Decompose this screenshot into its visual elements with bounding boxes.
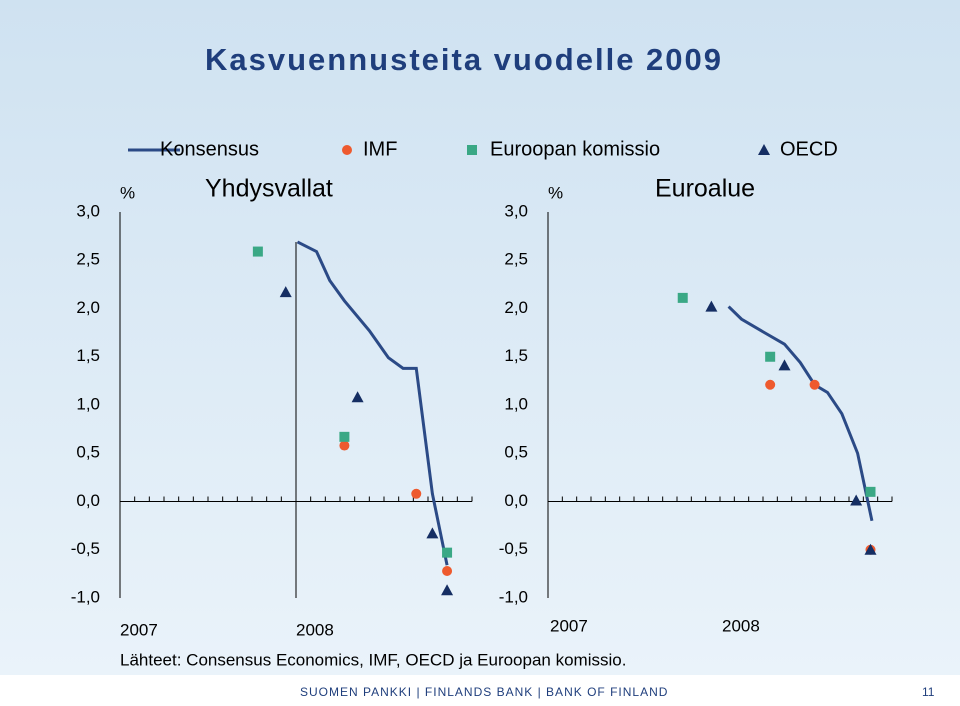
oecd-point [441, 584, 454, 596]
y-tick-label: 1,5 [76, 346, 100, 365]
oecd-point [705, 300, 718, 312]
oecd-point [850, 494, 863, 506]
ec-point [339, 431, 350, 442]
panel-ylabel: % [548, 183, 563, 202]
legend-marker [467, 145, 477, 155]
ec-point [252, 246, 263, 257]
footer: SUOMEN PANKKI | FINLANDS BANK | BANK OF … [300, 685, 668, 699]
panel-title: Yhdysvallat [205, 175, 333, 203]
imf-point [339, 440, 350, 451]
y-tick-label: 0,5 [504, 443, 528, 462]
y-tick-label: 2,5 [504, 250, 528, 269]
y-tick-label: 1,0 [76, 394, 100, 413]
y-tick-label: 0,0 [504, 491, 528, 510]
oecd-point [426, 527, 439, 539]
y-tick-label: 3,0 [504, 201, 528, 220]
slide-title: Kasvuennusteita vuodelle 2009 [205, 42, 723, 77]
y-tick-label: 0,5 [76, 443, 100, 462]
footer-band [0, 675, 960, 701]
imf-point [411, 488, 422, 499]
y-tick-label: -1,0 [71, 587, 100, 606]
ec-point [442, 547, 453, 558]
oecd-point [864, 543, 877, 555]
legend-label: Konsensus [160, 138, 259, 160]
y-tick-label: -0,5 [71, 539, 100, 558]
x-tick-label: 2007 [550, 616, 588, 635]
y-tick-label: 1,0 [504, 394, 528, 413]
ec-point [677, 292, 688, 303]
legend-label: OECD [780, 138, 838, 160]
konsensus-line [296, 240, 449, 566]
x-tick-label: 2008 [722, 616, 760, 635]
y-tick-label: 0,0 [76, 491, 100, 510]
y-tick-label: -1,0 [499, 587, 528, 606]
ec-point [865, 486, 876, 497]
oecd-point [279, 286, 292, 298]
y-tick-label: 2,0 [504, 298, 528, 317]
konsensus-line [727, 305, 874, 522]
panel-ylabel: % [120, 183, 135, 202]
legend-label: IMF [363, 138, 397, 160]
oecd-point [778, 359, 791, 371]
source: Lähteet: Consensus Economics, IMF, OECD … [120, 650, 626, 669]
y-tick-label: 1,5 [504, 346, 528, 365]
x-tick-label: 2008 [296, 620, 334, 639]
legend-marker [342, 145, 352, 155]
page-number: 11 [922, 685, 935, 699]
imf-point [765, 379, 776, 390]
imf-point [809, 379, 820, 390]
y-tick-label: 3,0 [76, 201, 100, 220]
imf-point [442, 565, 453, 576]
legend-label: Euroopan komissio [490, 138, 660, 160]
panel-title: Euroalue [655, 175, 755, 203]
y-tick-label: -0,5 [499, 539, 528, 558]
x-tick-label: 2007 [120, 620, 158, 639]
y-tick-label: 2,5 [76, 250, 100, 269]
legend-marker [758, 144, 770, 155]
background [0, 0, 960, 675]
oecd-point [351, 391, 364, 403]
y-tick-label: 2,0 [76, 298, 100, 317]
ec-point [765, 351, 776, 362]
